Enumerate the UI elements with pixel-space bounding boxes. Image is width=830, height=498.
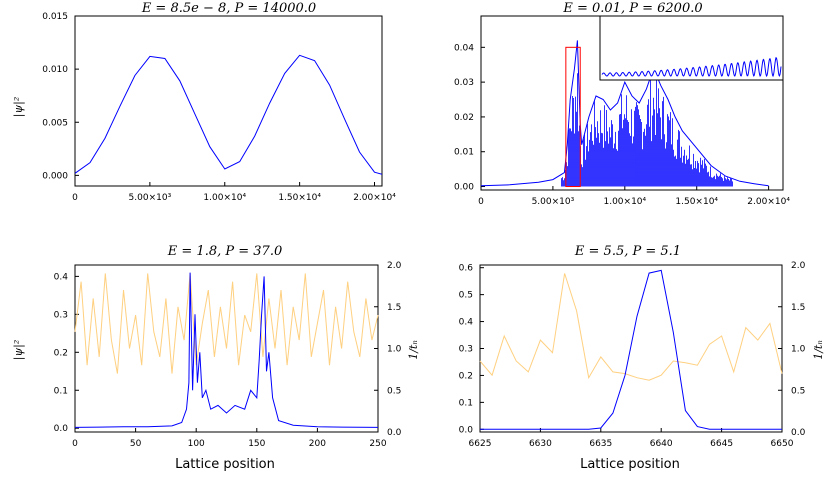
y-tick-label: 0.0 xyxy=(54,424,69,434)
y-tick-label: 0.010 xyxy=(42,65,68,75)
y-tick-label: 0.3 xyxy=(459,345,473,355)
series-line xyxy=(74,54,383,175)
panel-top-right: E = 0.01, P = 6200.0 0 5.00×10³ 1.00×10⁴ 1.… xyxy=(454,1,790,207)
panel-top-left: E = 8.5e − 8, P = 14000.0 |ψ|² 0 5.00×10³… xyxy=(12,1,396,203)
series-line xyxy=(480,40,769,187)
plot-area: 0 50 100 150 200 2500.00.10.20.30.40.00.51.01… xyxy=(54,261,402,449)
y-right-tick-label: 0.5 xyxy=(791,386,805,396)
series-line xyxy=(74,272,379,428)
x-tick-label: 1.50×10⁴ xyxy=(278,193,321,203)
y-tick-label: 0.00 xyxy=(454,183,474,193)
panel-title: E = 0.01, P = 6200.0 xyxy=(562,1,702,16)
y-right-tick-label: 2.0 xyxy=(791,261,806,271)
panel-title: E = 8.5e − 8, P = 14000.0 xyxy=(141,1,316,16)
series-line xyxy=(479,273,783,381)
x-tick-label: 100 xyxy=(188,439,205,449)
plot-area: 0 5.00×10³ 1.00×10⁴ 1.50×10⁴ 2.00×10⁴ 0.00 0.0… xyxy=(454,15,790,207)
panel-bottom-left: E = 1.8, P = 37.0 |ψ|² 1/tₙ Lattice posi… xyxy=(12,244,420,472)
x-tick-label: 6635 xyxy=(589,439,612,449)
x-tick-label: 0 xyxy=(72,193,78,203)
panel-title: E = 1.8, P = 37.0 xyxy=(167,244,282,259)
x-tick-label: 5.00×10³ xyxy=(532,197,575,207)
plot-area: 0 5.00×10³ 1.00×10⁴ 1.50×10⁴ 2.00×10⁴ 0.000 0.… xyxy=(42,12,396,203)
y-tick-label: 0.1 xyxy=(54,386,68,396)
y-tick-label: 0.5 xyxy=(459,291,473,301)
series-line xyxy=(74,273,379,374)
y-tick-label: 0.4 xyxy=(459,318,474,328)
plot-frame xyxy=(74,15,383,187)
y-tick-label: 0.0 xyxy=(459,425,474,435)
y-tick-label: 0.03 xyxy=(454,78,474,88)
x-tick-label: 200 xyxy=(309,439,326,449)
x-tick-label: 1.50×10⁴ xyxy=(675,197,718,207)
y-axis-label-right: 1/tₙ xyxy=(407,340,420,360)
x-tick-label: 1.00×10⁴ xyxy=(203,193,246,203)
y-right-tick-label: 1.0 xyxy=(791,345,806,355)
x-tick-label: 250 xyxy=(369,439,386,449)
plot-area: 6625 6630 6635 6640 6645 66500.00.10.20.30.40… xyxy=(459,261,806,449)
y-tick-label: 0.4 xyxy=(54,272,69,282)
y-right-tick-label: 0.5 xyxy=(387,386,401,396)
series-line xyxy=(480,269,782,430)
y-axis-label: |ψ|² xyxy=(12,97,26,117)
y-right-tick-label: 0.0 xyxy=(387,428,402,438)
x-tick-label: 6640 xyxy=(650,439,673,449)
x-tick-label: 6630 xyxy=(529,439,552,449)
highlight-box xyxy=(565,46,581,188)
y-tick-label: 0.2 xyxy=(54,348,68,358)
y-tick-label: 0.015 xyxy=(42,12,68,22)
x-tick-label: 1.00×10⁴ xyxy=(603,197,646,207)
panel-title: E = 5.5, P = 5.1 xyxy=(574,244,681,259)
x-tick-label: 0 xyxy=(72,439,78,449)
y-right-tick-label: 2.0 xyxy=(387,261,402,271)
x-tick-label: 50 xyxy=(130,439,142,449)
x-tick-label: 6650 xyxy=(771,439,794,449)
y-tick-label: 0.2 xyxy=(459,371,473,381)
y-right-tick-label: 0.0 xyxy=(791,428,806,438)
x-axis-label: Lattice position xyxy=(580,457,680,472)
y-tick-label: 0.005 xyxy=(42,118,68,128)
y-tick-label: 0.3 xyxy=(54,310,68,320)
y-right-tick-label: 1.5 xyxy=(791,303,805,313)
y-tick-label: 0.01 xyxy=(454,148,474,158)
y-tick-label: 0.6 xyxy=(459,264,474,274)
y-tick-label: 0.02 xyxy=(454,113,474,123)
y-tick-label: 0.04 xyxy=(454,43,474,53)
y-tick-label: 0.1 xyxy=(459,398,473,408)
x-tick-label: 2.00×10⁴ xyxy=(353,193,396,203)
x-tick-label: 2.00×10⁴ xyxy=(747,197,790,207)
y-tick-label: 0.000 xyxy=(42,171,68,181)
y-right-tick-label: 1.5 xyxy=(387,303,401,313)
y-axis-label: |ψ|² xyxy=(12,340,26,360)
x-tick-label: 6645 xyxy=(710,439,733,449)
inset-series-line xyxy=(601,57,782,78)
x-axis-label: Lattice position xyxy=(175,457,275,472)
y-axis-label-right: 1/tₙ xyxy=(812,340,825,360)
y-right-tick-label: 1.0 xyxy=(387,345,402,355)
x-tick-label: 5.00×10³ xyxy=(129,193,172,203)
x-tick-label: 6625 xyxy=(469,439,492,449)
x-tick-label: 0 xyxy=(478,197,484,207)
x-tick-label: 150 xyxy=(248,439,265,449)
panel-bottom-right: E = 5.5, P = 5.1 1/tₙ Lattice position 6… xyxy=(459,244,825,472)
